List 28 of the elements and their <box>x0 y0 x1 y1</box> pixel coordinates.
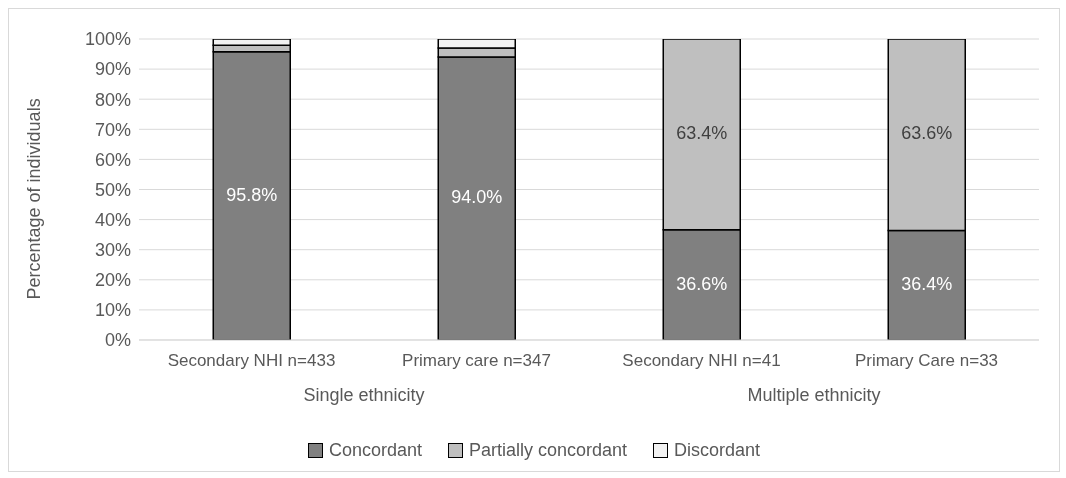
y-tick-label: 0% <box>104 330 131 351</box>
data-label: 95.8% <box>226 184 278 205</box>
text: Multiple ethnicity <box>746 385 882 406</box>
y-tick-label: 10% <box>94 300 131 321</box>
x-tick-label: Primary Care n=33 <box>854 351 999 371</box>
legend-label: Discordant <box>674 440 761 461</box>
data-label: 63.4% <box>676 123 728 144</box>
text: Single ethnicity <box>302 385 426 406</box>
y-tick-label: 90% <box>94 59 131 80</box>
y-tick-label: 40% <box>94 209 131 230</box>
x-tick-label: Primary care n=347 <box>402 351 551 371</box>
data-label: 94.0% <box>451 187 503 208</box>
x-tick-label: Secondary NHI n=41 <box>622 351 781 371</box>
data-label: 63.6% <box>901 123 953 144</box>
y-tick-label: 70% <box>94 119 131 140</box>
legend-label: Partially concordant <box>468 440 628 461</box>
data-label: 36.4% <box>901 273 953 294</box>
y-tick-label: 80% <box>94 89 131 110</box>
legend-label: Concordant <box>328 440 422 461</box>
x-tick-label: Secondary NHI n=433 <box>167 351 336 371</box>
y-tick-label: 60% <box>94 149 131 170</box>
data-label: 36.6% <box>676 273 728 294</box>
bar <box>212 50 291 340</box>
y-axis-title: Percentage of individuals <box>24 98 45 300</box>
y-tick-label: 30% <box>94 240 131 261</box>
y-tick-label: 50% <box>94 179 131 200</box>
y-tick-label: 100% <box>84 29 131 50</box>
y-tick-label: 20% <box>94 270 131 291</box>
